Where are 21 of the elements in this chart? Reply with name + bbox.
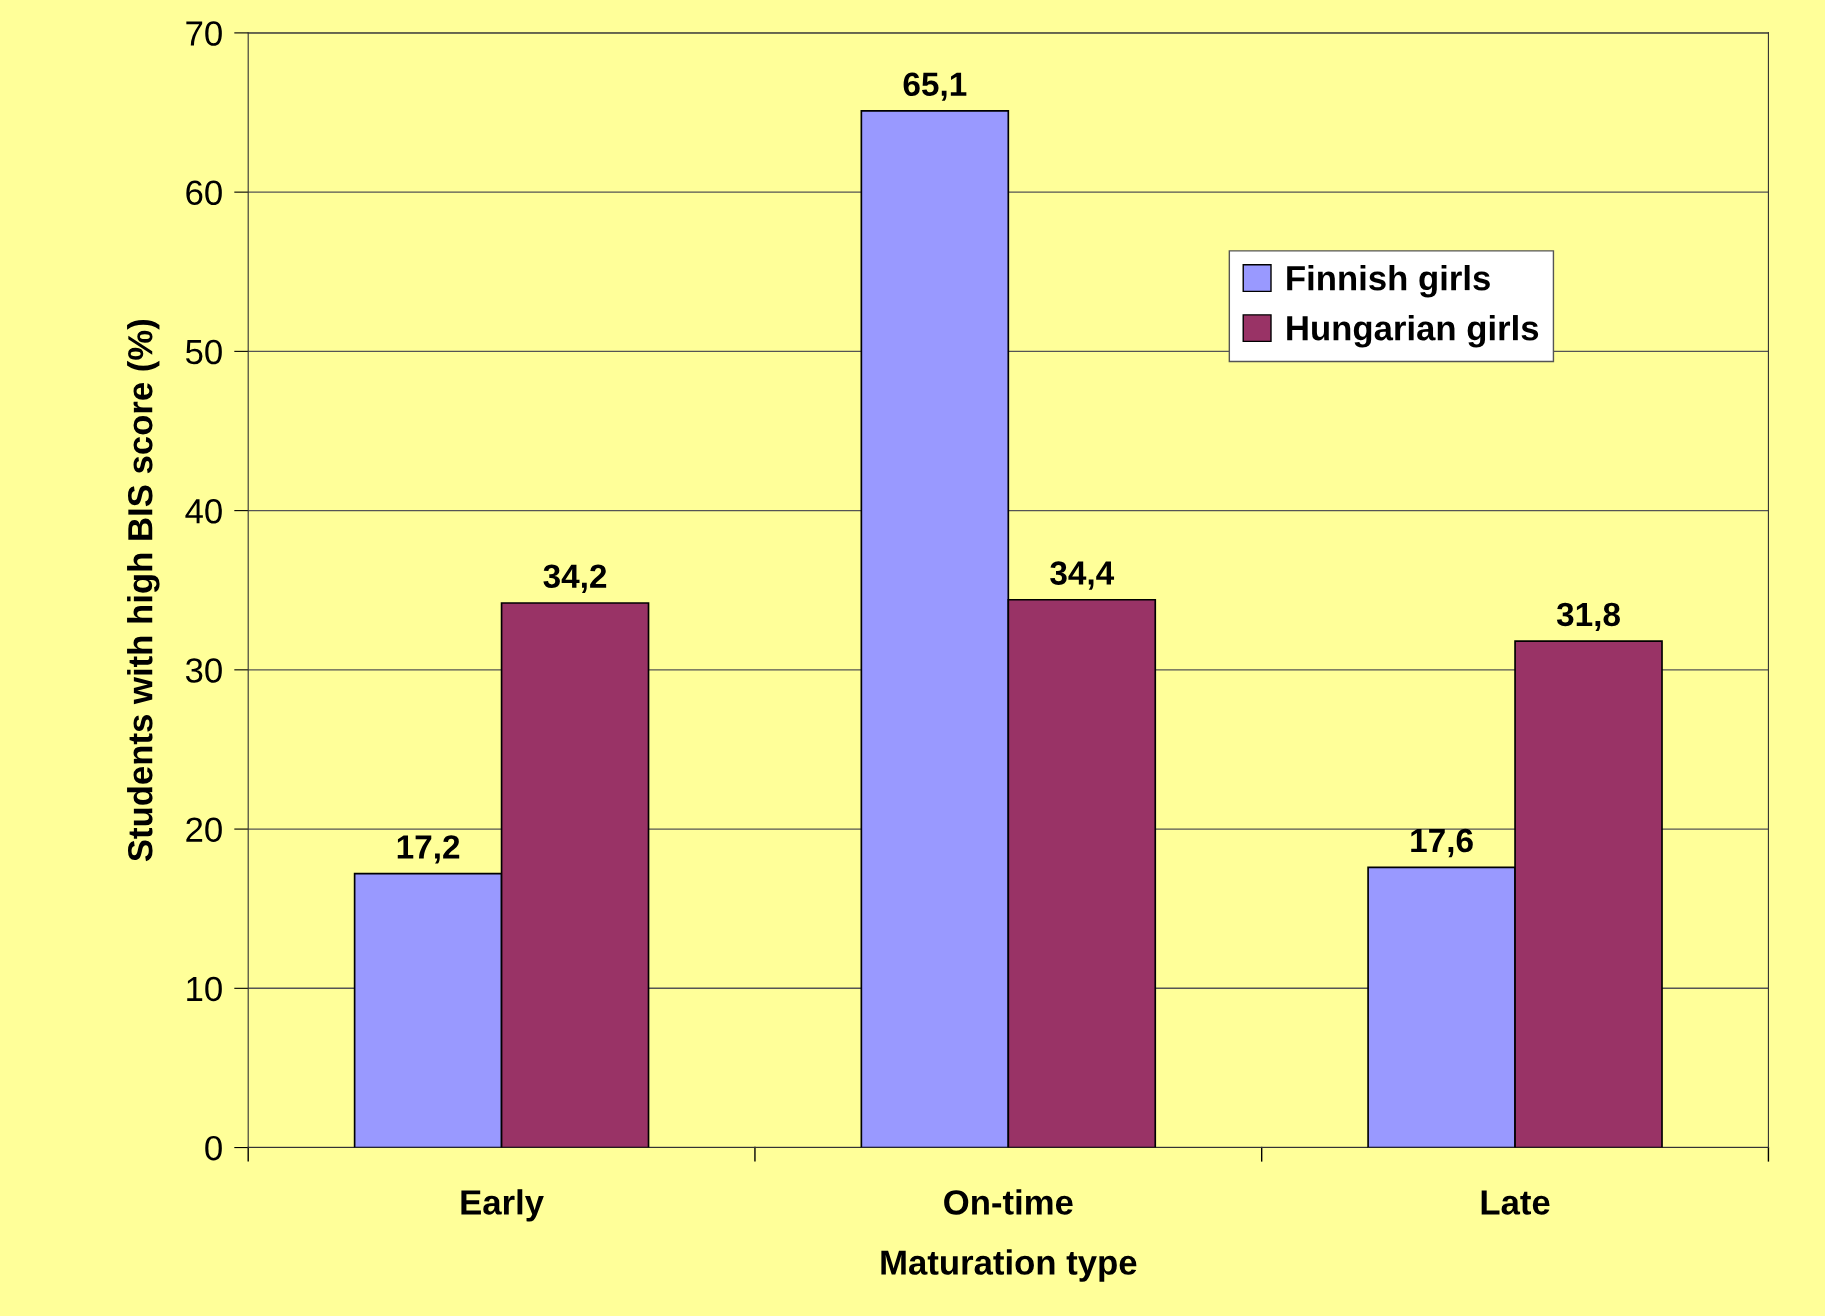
data-label: 34,2: [543, 564, 607, 593]
y-tick-label: 10: [187, 976, 222, 1002]
y-axis-title: Students with high BIS score (%): [127, 319, 160, 862]
y-tick-label: 30: [185, 658, 222, 683]
data-label: 17,2: [397, 835, 460, 864]
x-axis-title: Maturation type: [881, 1249, 1137, 1282]
legend-label: Hungarian girls: [1287, 315, 1539, 348]
y-tick-label: 70: [186, 21, 222, 46]
data-label: 17,6: [1411, 828, 1473, 858]
data-label: 65,1: [903, 72, 967, 101]
x-tick-label: Early: [461, 1189, 544, 1222]
y-tick-label: 0: [205, 1135, 222, 1161]
y-tick-label: 50: [185, 339, 222, 365]
data-label: 31,8: [1556, 602, 1620, 632]
x-tick-label: On-time: [944, 1189, 1073, 1215]
y-tick-label: 20: [186, 817, 222, 842]
y-tick-label: 40: [185, 498, 222, 524]
y-tick-label: 60: [186, 180, 222, 206]
x-tick-label: Late: [1481, 1190, 1550, 1215]
data-label: 34,4: [1050, 561, 1115, 590]
legend-label: Finnish girls: [1287, 264, 1490, 298]
